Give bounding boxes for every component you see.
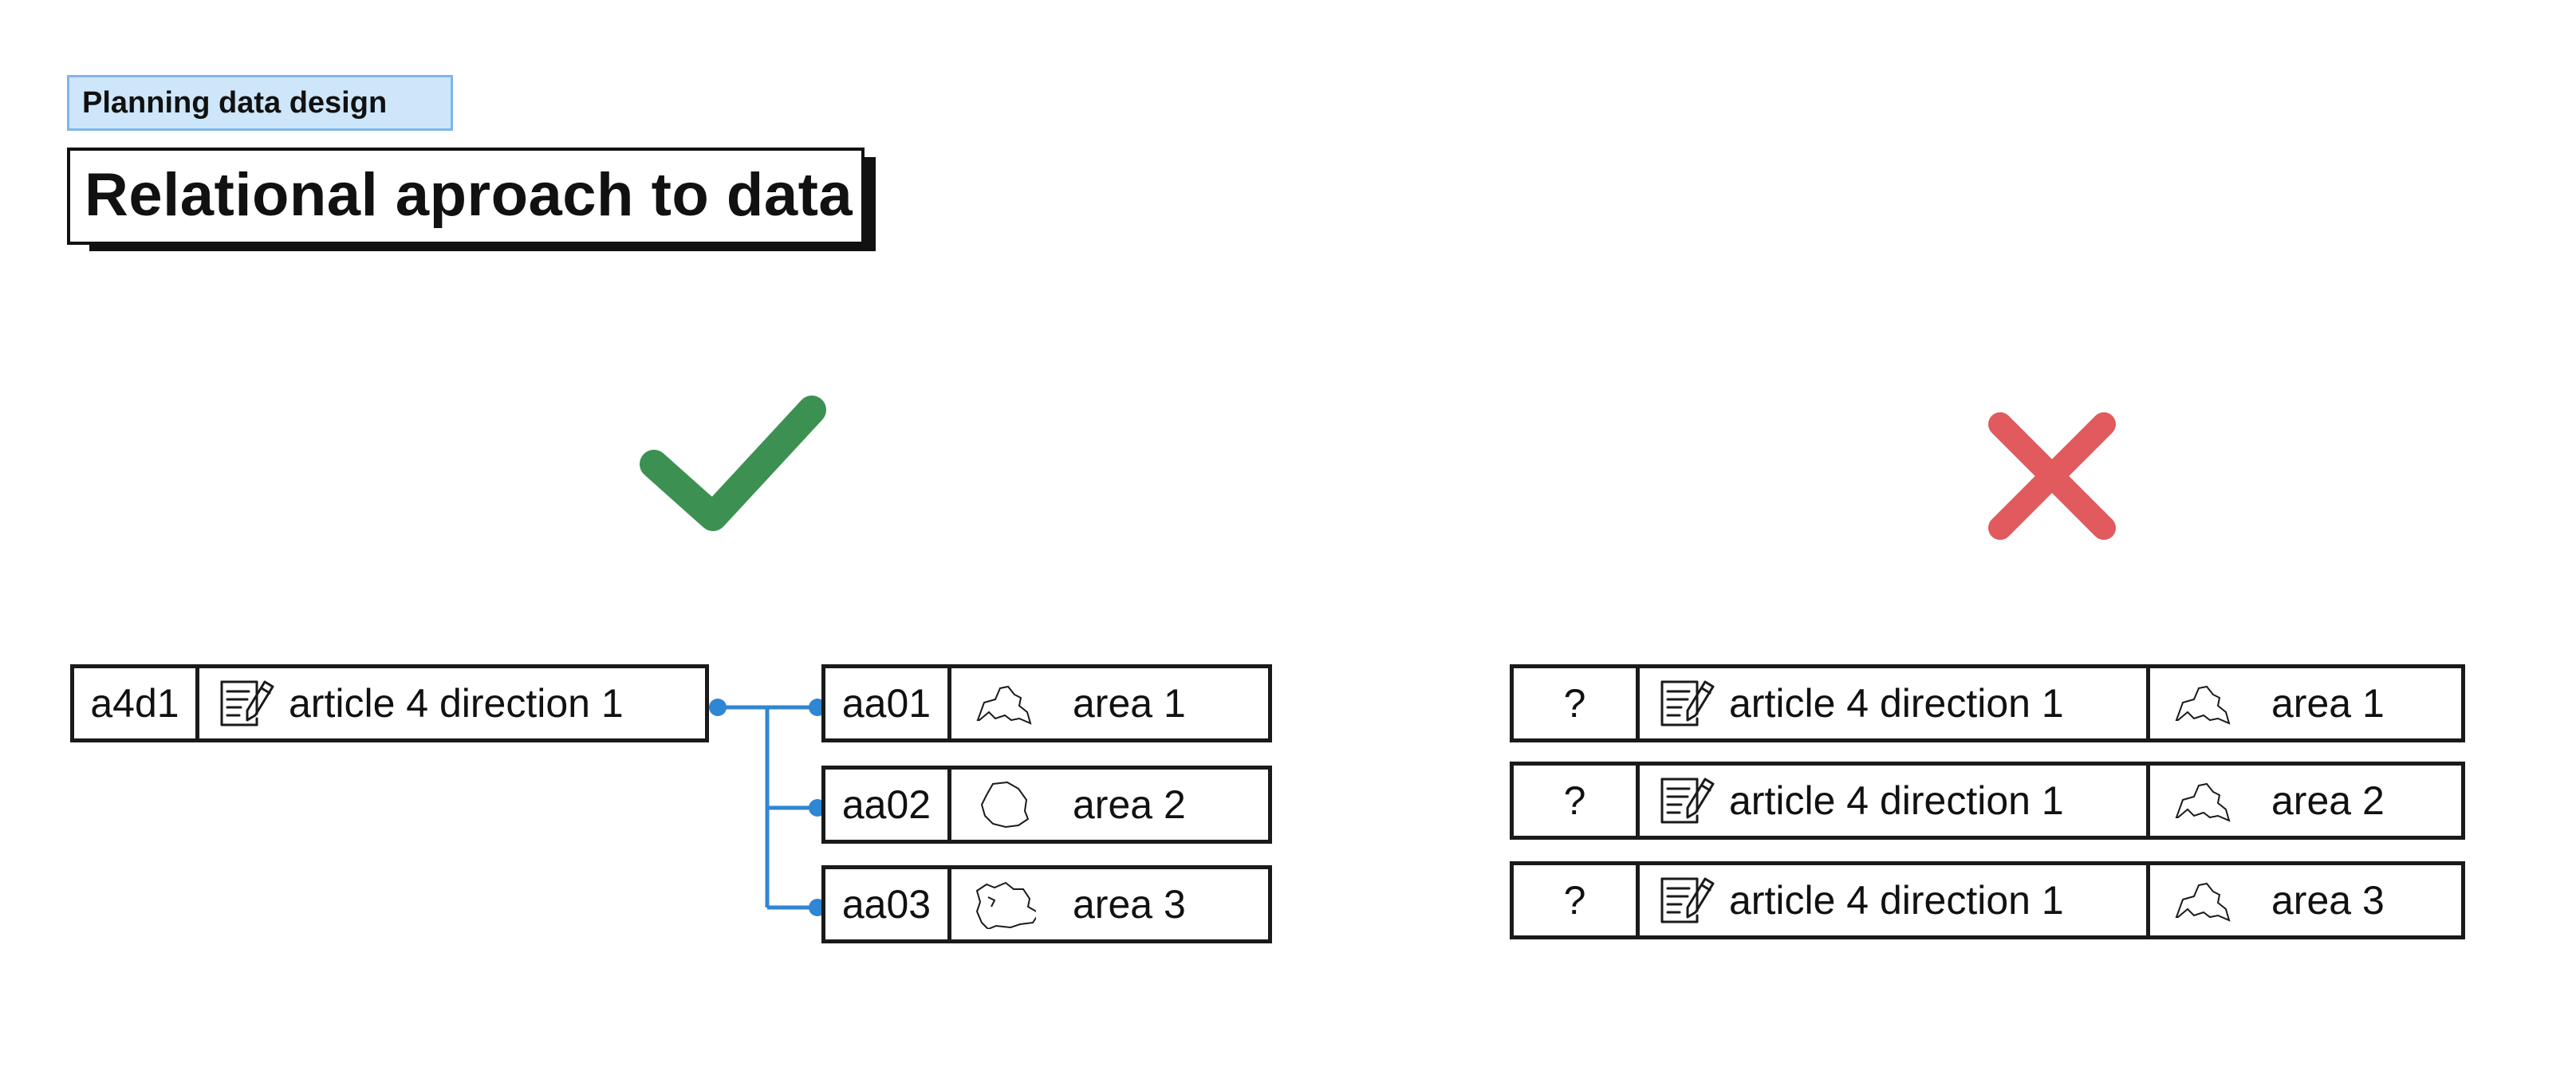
section-tag: Planning data design xyxy=(67,75,453,131)
area-cell: area 1 xyxy=(951,668,1268,738)
relation-connectors xyxy=(709,699,826,916)
record-id: ? xyxy=(1514,865,1640,935)
document-edit-icon xyxy=(217,679,278,728)
check-icon xyxy=(640,396,826,531)
area-label: area 2 xyxy=(2271,778,2385,823)
child-record: aa02 area 2 xyxy=(821,766,1272,844)
area-label: area 1 xyxy=(2271,681,2385,726)
area-cell: area 2 xyxy=(951,770,1268,840)
record-id: ? xyxy=(1514,668,1640,738)
document-edit-icon xyxy=(1657,679,1718,728)
document-edit-icon xyxy=(1657,776,1718,825)
record-label: article 4 direction 1 xyxy=(1729,878,2064,923)
area-label: area 3 xyxy=(2271,878,2385,923)
record-label: article 4 direction 1 xyxy=(1729,681,2064,726)
page-title: Relational aproach to data xyxy=(67,148,865,245)
cross-icon xyxy=(1988,412,2116,540)
area-label: area 1 xyxy=(1073,681,1186,726)
area-outline-icon xyxy=(2164,877,2241,923)
record-id: aa03 xyxy=(825,869,951,939)
flat-record: ? article 4 direction 1 area 2 xyxy=(1510,762,2465,840)
area-outline-icon xyxy=(966,680,1042,726)
parent-record: a4d1 article 4 direction 1 xyxy=(70,664,709,742)
area-outline-icon xyxy=(966,880,1042,929)
record-label-cell: article 4 direction 1 xyxy=(199,668,705,738)
document-edit-icon xyxy=(1657,876,1718,925)
record-label-cell: article 4 direction 1 xyxy=(1640,766,2150,836)
area-cell: area 1 xyxy=(2150,668,2461,738)
record-id: aa01 xyxy=(825,668,951,738)
record-id: aa02 xyxy=(825,770,951,840)
child-record: aa03 area 3 xyxy=(821,865,1272,943)
area-cell: area 2 xyxy=(2150,766,2461,836)
record-id: a4d1 xyxy=(74,668,199,738)
area-label: area 3 xyxy=(1073,882,1186,927)
record-label-cell: article 4 direction 1 xyxy=(1640,668,2150,738)
flat-record: ? article 4 direction 1 area 3 xyxy=(1510,861,2465,939)
area-outline-icon xyxy=(966,781,1042,829)
child-record: aa01 area 1 xyxy=(821,664,1272,742)
record-label-cell: article 4 direction 1 xyxy=(1640,865,2150,935)
record-label: article 4 direction 1 xyxy=(1729,778,2064,823)
area-outline-icon xyxy=(2164,680,2241,726)
area-outline-icon xyxy=(2164,778,2241,824)
area-cell: area 3 xyxy=(951,869,1268,939)
flat-record: ? article 4 direction 1 area 1 xyxy=(1510,664,2465,742)
connector-dot xyxy=(709,699,727,716)
area-label: area 2 xyxy=(1073,782,1186,827)
record-label: article 4 direction 1 xyxy=(289,681,624,726)
area-cell: area 3 xyxy=(2150,865,2461,935)
record-id: ? xyxy=(1514,766,1640,836)
